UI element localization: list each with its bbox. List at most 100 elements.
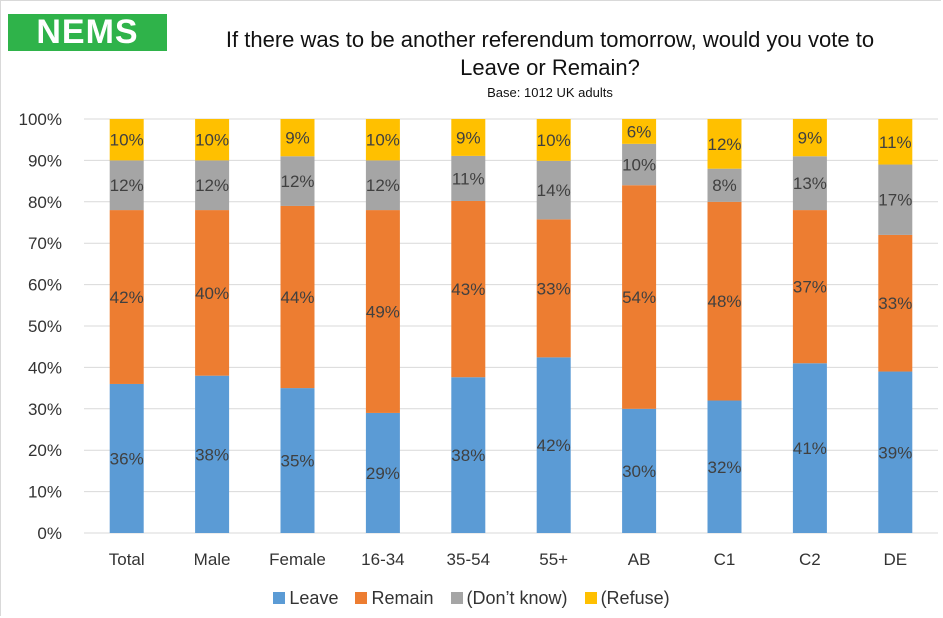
bar-segment-leave [878,371,913,533]
y-tick-label: 80% [28,193,62,212]
bar-segment-leave [109,383,144,533]
legend-swatch-leave [273,592,286,604]
data-label-remain: 33% [537,279,571,298]
bar-segment-remain [622,185,657,409]
data-label-leave: 39% [878,443,912,462]
data-label-remain: 54% [622,288,656,307]
bar-segment-refuse [536,119,571,161]
bar-segment-remain [536,219,571,358]
x-tick-label: DE [883,550,907,569]
bar-segment-leave [707,400,742,533]
nems-logo: NEMS [8,14,167,51]
x-tick-label: Female [269,550,326,569]
x-tick-label: C2 [799,550,821,569]
data-label-remain: 40% [195,284,229,303]
data-label-leave: 36% [110,449,144,468]
bar-segment-leave [365,412,400,533]
legend-item-dont-know: (Don’t know) [450,588,568,609]
y-tick-label: 0% [37,524,62,543]
legend-label-dont-know: (Don’t know) [466,588,568,608]
data-label-dont-know: 14% [537,181,571,200]
x-tick-label: AB [628,550,651,569]
y-tick-label: 40% [28,358,62,377]
data-label-remain: 49% [366,303,400,322]
data-label-leave: 42% [537,436,571,455]
data-label-dont-know: 11% [452,169,485,188]
data-label-refuse: 9% [285,129,310,148]
legend-label-remain: Remain [371,588,434,608]
chart-subtitle: Base: 1012 UK adults [487,85,613,100]
bar-segment-dont-know [536,160,571,220]
data-label-refuse: 12% [707,135,741,154]
data-label-dont-know: 8% [712,176,737,195]
data-label-dont-know: 17% [878,191,912,210]
bar-segment-dont-know [707,168,742,202]
data-label-dont-know: 10% [622,156,656,175]
data-label-refuse: 10% [110,131,144,150]
legend-swatch-remain [355,592,368,604]
data-label-leave: 32% [707,458,741,477]
bar-segment-dont-know [451,155,486,201]
bar-segment-leave [622,408,657,533]
data-label-refuse: 9% [456,128,481,147]
y-tick-label: 70% [28,234,62,253]
bar-segment-remain [280,205,315,389]
bar-segment-refuse [109,119,144,161]
y-tick-label: 30% [28,400,62,419]
bar-segment-remain [451,200,486,378]
chart-title-line-1: If there was to be another referendum to… [225,27,875,52]
data-label-remain: 43% [451,280,485,299]
bar-segment-dont-know [109,160,144,211]
bar-segment-dont-know [365,160,400,211]
bar-segment-refuse [365,119,400,161]
data-label-dont-know: 12% [280,172,314,191]
data-label-remain: 44% [280,288,314,307]
x-tick-label: C1 [714,550,736,569]
data-label-dont-know: 12% [366,176,400,195]
bar-segment-refuse [280,119,315,157]
chart-title-line-2: Leave or Remain? [460,55,640,80]
bar-segment-refuse [195,119,230,161]
data-label-remain: 37% [793,278,827,297]
bar-segment-dont-know [622,143,657,186]
data-label-leave: 38% [195,445,229,464]
bar-segment-remain [109,210,144,384]
bar-segment-remain [195,210,230,376]
data-label-refuse: 10% [537,131,571,150]
data-label-remain: 48% [707,292,741,311]
data-label-dont-know: 12% [110,176,144,195]
x-tick-label: Total [109,550,145,569]
y-tick-label: 90% [28,151,62,170]
data-label-dont-know: 13% [793,174,827,193]
data-label-refuse: 9% [798,129,823,148]
bar-segment-dont-know [878,164,913,235]
x-tick-label: Male [194,550,231,569]
data-label-leave: 41% [793,439,827,458]
legend-item-leave: Leave [273,588,338,609]
bar-segment-refuse [878,119,913,165]
y-tick-label: 60% [28,276,62,295]
data-label-remain: 33% [878,294,912,313]
data-label-leave: 35% [280,452,314,471]
data-label-refuse: 11% [879,133,912,152]
data-label-leave: 30% [622,462,656,481]
x-tick-label: 35-54 [447,550,490,569]
data-label-leave: 29% [366,464,400,483]
legend-item-remain: Remain [355,588,434,609]
bar-segment-dont-know [792,156,827,211]
bar-segment-refuse [792,119,827,157]
x-tick-label: 16-34 [361,550,404,569]
bar-segment-remain [878,234,913,372]
chart-title: If there was to be another referendum to… [170,26,930,82]
bar-segment-remain [707,201,742,401]
data-label-dont-know: 12% [195,176,229,195]
data-label-refuse: 10% [366,131,400,150]
bar-segment-leave [792,363,827,533]
bar-segment-leave [536,357,571,533]
y-tick-label: 10% [28,483,62,502]
legend-label-leave: Leave [289,588,339,608]
bar-segment-remain [792,210,827,364]
data-label-leave: 38% [451,446,485,465]
bar-segment-dont-know [280,156,315,206]
